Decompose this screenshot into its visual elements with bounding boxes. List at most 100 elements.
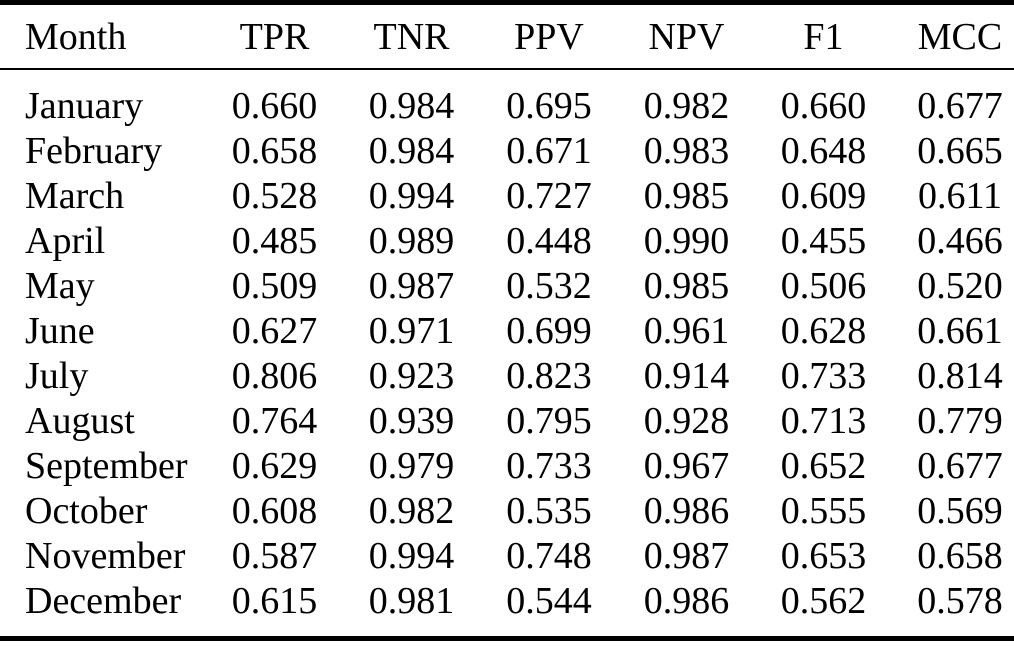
tnr-value-cell: 0.987 <box>368 265 455 307</box>
tpr-value-cell: 0.658 <box>231 130 318 172</box>
ppv-value-cell: 0.823 <box>506 355 592 397</box>
table-row: September 0.629 0.979 0.733 0.967 0.652 … <box>0 444 1014 489</box>
npv-value-cell: 0.983 <box>643 130 730 172</box>
table-row: April 0.485 0.989 0.448 0.990 0.455 0.46… <box>0 219 1014 264</box>
tpr-value-cell: 0.615 <box>231 580 318 622</box>
table-row: March 0.528 0.994 0.727 0.985 0.609 0.61… <box>0 174 1014 219</box>
table-row: October 0.608 0.982 0.535 0.986 0.555 0.… <box>0 489 1014 534</box>
f1-value-cell: 0.648 <box>780 130 867 172</box>
table-row: November 0.587 0.994 0.748 0.987 0.653 0… <box>0 534 1014 579</box>
mcc-value-cell: 0.658 <box>917 535 1003 577</box>
month-cell: February <box>25 130 163 172</box>
f1-value-cell: 0.713 <box>780 400 867 442</box>
tnr-value-cell: 0.971 <box>368 310 455 352</box>
ppv-value-cell: 0.544 <box>506 580 592 622</box>
mcc-value-cell: 0.578 <box>917 580 1003 622</box>
column-header-tpr: TPR <box>206 5 343 70</box>
mcc-value-cell: 0.611 <box>917 175 1003 217</box>
table-body: January 0.660 0.984 0.695 0.982 0.660 0.… <box>0 69 1014 636</box>
f1-value-cell: 0.653 <box>780 535 867 577</box>
month-cell: April <box>25 220 106 262</box>
column-header-ppv: PPV <box>480 5 618 70</box>
tnr-value-cell: 0.984 <box>368 130 455 172</box>
month-cell: June <box>25 310 95 352</box>
mcc-value-cell: 0.661 <box>917 310 1003 352</box>
ppv-value-cell: 0.795 <box>506 400 592 442</box>
ppv-value-cell: 0.448 <box>506 220 592 262</box>
ppv-value-cell: 0.699 <box>506 310 592 352</box>
f1-value-cell: 0.628 <box>780 310 867 352</box>
table-row: December 0.615 0.981 0.544 0.986 0.562 0… <box>0 579 1014 636</box>
f1-value-cell: 0.555 <box>780 490 867 532</box>
tnr-value-cell: 0.981 <box>368 580 455 622</box>
tpr-value-cell: 0.509 <box>231 265 318 307</box>
npv-value-cell: 0.961 <box>643 310 730 352</box>
tpr-value-cell: 0.806 <box>231 355 318 397</box>
table-row: January 0.660 0.984 0.695 0.982 0.660 0.… <box>0 69 1014 129</box>
month-cell: September <box>25 445 188 487</box>
column-header-tnr: TNR <box>343 5 480 70</box>
npv-value-cell: 0.928 <box>643 400 730 442</box>
table-row: February 0.658 0.984 0.671 0.983 0.648 0… <box>0 129 1014 174</box>
table-header-row: Month TPR TNR PPV NPV F1 MCC <box>0 5 1014 70</box>
month-cell: January <box>25 85 144 127</box>
mcc-value-cell: 0.520 <box>917 265 1003 307</box>
npv-value-cell: 0.985 <box>643 175 730 217</box>
tnr-value-cell: 0.979 <box>368 445 455 487</box>
table-row: June 0.627 0.971 0.699 0.961 0.628 0.661 <box>0 309 1014 354</box>
mcc-value-cell: 0.466 <box>917 220 1003 262</box>
tpr-value-cell: 0.608 <box>231 490 318 532</box>
f1-value-cell: 0.733 <box>780 355 867 397</box>
npv-value-cell: 0.982 <box>643 85 730 127</box>
tpr-value-cell: 0.627 <box>231 310 318 352</box>
tnr-value-cell: 0.923 <box>368 355 455 397</box>
column-header-mcc: MCC <box>892 5 1014 70</box>
tpr-value-cell: 0.485 <box>231 220 318 262</box>
npv-value-cell: 0.985 <box>643 265 730 307</box>
npv-value-cell: 0.987 <box>643 535 730 577</box>
mcc-value-cell: 0.677 <box>917 445 1003 487</box>
month-cell: December <box>25 580 182 622</box>
f1-value-cell: 0.506 <box>780 265 867 307</box>
tnr-value-cell: 0.994 <box>368 535 455 577</box>
f1-value-cell: 0.652 <box>780 445 867 487</box>
ppv-value-cell: 0.695 <box>506 85 592 127</box>
table-row: August 0.764 0.939 0.795 0.928 0.713 0.7… <box>0 399 1014 444</box>
ppv-value-cell: 0.727 <box>506 175 592 217</box>
mcc-value-cell: 0.677 <box>917 85 1003 127</box>
table-row: July 0.806 0.923 0.823 0.914 0.733 0.814 <box>0 354 1014 399</box>
table-bottom-rule <box>0 636 1014 641</box>
tpr-value-cell: 0.660 <box>231 85 318 127</box>
month-cell: October <box>25 490 148 532</box>
ppv-value-cell: 0.532 <box>506 265 592 307</box>
monthly-metrics-table: Month TPR TNR PPV NPV F1 MCC January 0.6… <box>0 5 1014 636</box>
f1-value-cell: 0.660 <box>780 85 867 127</box>
tnr-value-cell: 0.984 <box>368 85 455 127</box>
mcc-value-cell: 0.814 <box>917 355 1003 397</box>
npv-value-cell: 0.986 <box>643 490 730 532</box>
table-row: May 0.509 0.987 0.532 0.985 0.506 0.520 <box>0 264 1014 309</box>
month-cell: March <box>25 175 125 217</box>
npv-value-cell: 0.967 <box>643 445 730 487</box>
mcc-value-cell: 0.779 <box>917 400 1003 442</box>
tnr-value-cell: 0.989 <box>368 220 455 262</box>
month-cell: May <box>25 265 95 307</box>
table-top-rule <box>0 0 1014 5</box>
column-header-month: Month <box>0 5 206 70</box>
tpr-value-cell: 0.528 <box>231 175 318 217</box>
month-cell: July <box>25 355 89 397</box>
mcc-value-cell: 0.569 <box>917 490 1003 532</box>
npv-value-cell: 0.990 <box>643 220 730 262</box>
month-cell: August <box>25 400 135 442</box>
f1-value-cell: 0.609 <box>780 175 867 217</box>
tpr-value-cell: 0.764 <box>231 400 318 442</box>
month-cell: November <box>25 535 186 577</box>
mcc-value-cell: 0.665 <box>917 130 1003 172</box>
f1-value-cell: 0.455 <box>780 220 867 262</box>
tpr-value-cell: 0.587 <box>231 535 318 577</box>
tnr-value-cell: 0.982 <box>368 490 455 532</box>
ppv-value-cell: 0.671 <box>506 130 592 172</box>
npv-value-cell: 0.986 <box>643 580 730 622</box>
ppv-value-cell: 0.733 <box>506 445 592 487</box>
